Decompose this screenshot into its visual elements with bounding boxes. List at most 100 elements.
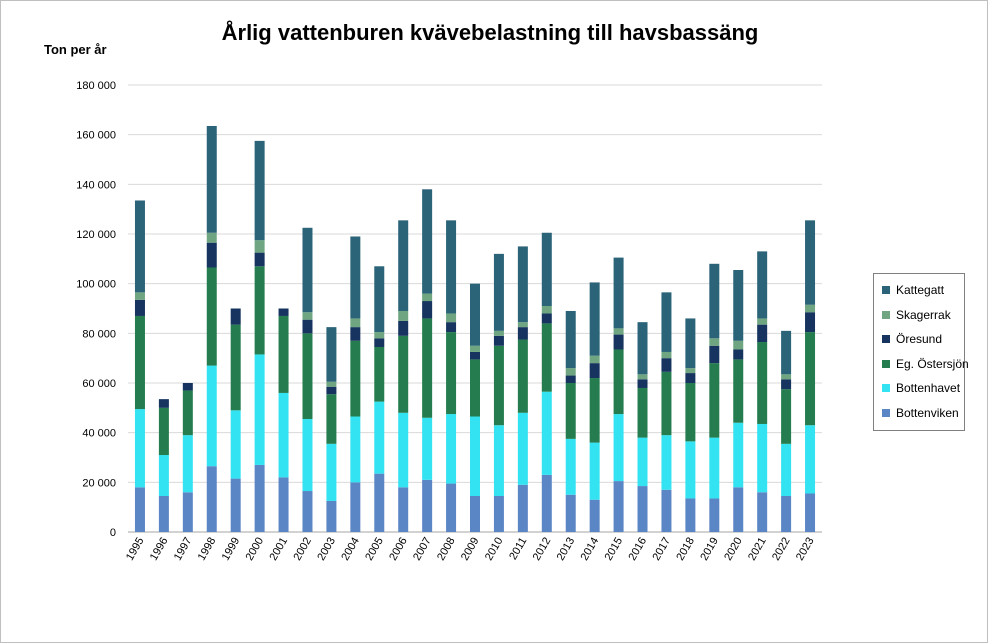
bar-segment-bottenviken-2008 [446,483,457,532]
x-tick-label: 2009 [459,536,482,563]
bar-segment-skagerrak-2011 [517,322,528,328]
bar-segment-bottenhavet-2004 [350,416,361,483]
bar-segment-bottenhavet-2021 [757,423,768,493]
bar-segment-eg-östersjön-2011 [517,339,528,413]
x-tick-label: 2017 [650,536,673,563]
bar-segment-skagerrak-2009 [470,345,480,352]
bar-segment-bottenhavet-2003 [326,443,337,501]
bar-segment-eg-östersjön-2013 [565,383,576,439]
legend-label: Bottenviken [896,405,959,420]
bar-segment-bottenhavet-2008 [446,414,457,484]
bar-segment-eg-östersjön-2005 [374,346,385,402]
x-tick-label: 1996 [148,536,171,563]
bar-segment-eg-östersjön-2019 [709,363,720,438]
bar-segment-bottenviken-1997 [182,492,193,532]
legend-swatch [882,310,890,319]
bar-segment-bottenhavet-2016 [637,437,648,487]
legend-swatch [882,408,890,417]
bar-segment-bottenviken-2014 [589,499,600,532]
bar-segment-kattegatt-2016 [637,322,648,375]
legend-label: Eg. Östersjön [896,356,969,371]
x-tick-label: 2001 [268,536,291,563]
bar-segment-bottenviken-2005 [374,473,385,532]
bar-segment-bottenviken-2012 [541,474,552,532]
bar-segment-bottenviken-1998 [206,466,217,532]
x-tick-label: 2019 [698,536,721,563]
x-tick-label: 2022 [770,536,793,563]
bar-segment-eg-östersjön-2023 [805,332,816,426]
bar-segment-eg-östersjön-1997 [182,390,193,436]
bar-segment-bottenhavet-2019 [709,437,720,499]
bar-segment-kattegatt-2000 [254,140,265,241]
bar-segment-kattegatt-2006 [398,220,409,311]
bar-segment-öresund-1997 [182,383,193,391]
bar-segment-bottenviken-2021 [757,492,768,532]
bar-segment-öresund-2014 [589,363,600,379]
bar-segment-bottenhavet-2012 [541,391,552,475]
bar-segment-bottenviken-2006 [398,487,409,532]
bar-segment-öresund-1999 [230,308,241,325]
legend-label: Skagerrak [896,307,951,322]
x-tick-label: 2003 [315,536,338,563]
x-tick-label: 2000 [244,536,267,563]
x-tick-label: 1997 [172,536,195,563]
x-tick-label: 2011 [507,536,529,562]
bar-segment-kattegatt-1995 [134,200,145,293]
bar-segment-skagerrak-2006 [398,310,409,321]
bar-segment-eg-östersjön-2001 [278,315,289,393]
bar-segment-bottenviken-2013 [565,494,576,532]
bar-segment-kattegatt-2009 [470,283,480,346]
bar-segment-bottenhavet-2020 [733,422,744,488]
bar-segment-kattegatt-2005 [374,266,385,333]
legend-swatch [882,384,890,392]
bar-segment-bottenviken-2016 [637,486,648,532]
y-tick-label: 0 [110,527,116,539]
bar-segment-kattegatt-2010 [493,253,504,331]
bar-segment-bottenviken-2018 [685,498,696,532]
x-tick-label: 1995 [124,536,147,563]
bar-segment-bottenviken-2002 [302,491,313,532]
bar-segment-kattegatt-2019 [709,263,720,339]
bar-segment-kattegatt-2012 [541,232,552,307]
bar-segment-bottenhavet-2001 [278,392,289,478]
bar-segment-eg-östersjön-2017 [661,371,672,436]
x-tick-label: 2016 [626,536,649,563]
bar-segment-bottenhavet-1995 [134,409,145,488]
bar-segment-kattegatt-2011 [517,246,528,323]
y-tick-label: 40 000 [82,428,116,440]
x-tick-label: 2008 [435,536,458,563]
bar-segment-öresund-2006 [398,320,409,336]
bar-segment-öresund-2003 [326,386,337,395]
bar-segment-skagerrak-2020 [733,340,744,350]
bar-segment-öresund-2015 [613,334,624,350]
bar-segment-bottenviken-2015 [613,481,624,532]
bar-segment-bottenhavet-1999 [230,410,241,479]
bar-segment-bottenhavet-2010 [493,425,504,496]
bar-segment-skagerrak-2005 [374,332,385,339]
x-tick-label: 2010 [483,536,506,563]
bar-segment-öresund-2022 [781,379,792,390]
x-tick-label: 1998 [196,536,219,563]
bar-segment-bottenviken-2020 [733,487,744,532]
bar-segment-bottenhavet-2006 [398,412,409,488]
legend-item: Bottenhavet [882,381,960,395]
bar-segment-öresund-2019 [709,345,720,364]
bar-segment-eg-östersjön-2022 [781,389,792,444]
x-tick-label: 2020 [722,536,745,563]
x-tick-label: 2023 [794,536,817,563]
bar-segment-bottenviken-2004 [350,482,361,532]
bar-segment-eg-östersjön-2012 [541,323,552,392]
legend-item: Skagerrak [882,308,951,322]
y-tick-label: 20 000 [82,477,116,489]
bar-segment-öresund-2023 [805,312,816,333]
bar-segment-bottenhavet-1998 [206,365,217,467]
bar-segment-kattegatt-2023 [805,220,816,305]
bar-segment-kattegatt-2021 [757,251,768,319]
bar-segment-bottenviken-2000 [254,464,265,532]
x-tick-label: 2018 [674,536,697,563]
bar-segment-bottenhavet-2022 [781,443,792,496]
bar-segment-bottenviken-2001 [278,477,289,532]
bar-segment-kattegatt-2022 [781,330,792,375]
y-tick-label: 60 000 [82,378,116,390]
bar-segment-öresund-2010 [493,335,504,346]
